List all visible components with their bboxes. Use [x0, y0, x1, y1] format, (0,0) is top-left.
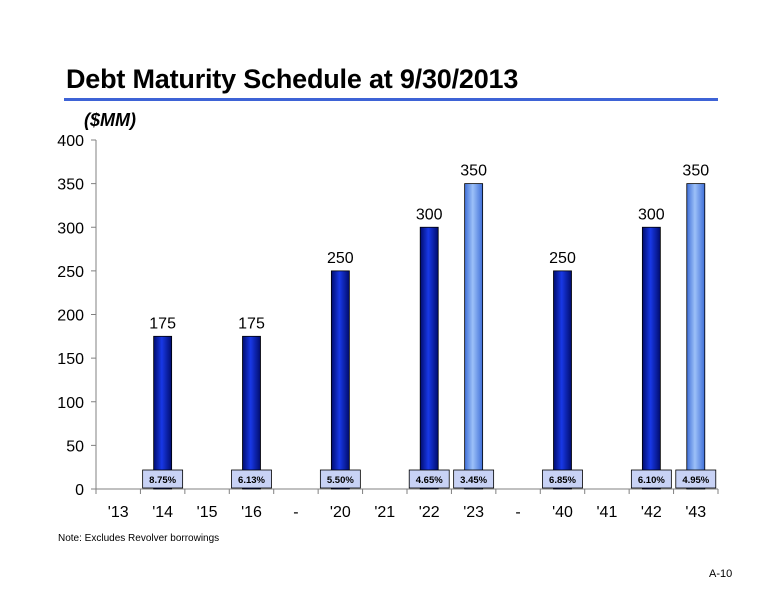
x-tick-label: '21	[374, 504, 395, 521]
x-tick-label: '22	[419, 504, 440, 521]
bar-value-label: 350	[682, 163, 709, 180]
y-tick-label: 350	[57, 177, 84, 194]
bar	[553, 270, 572, 490]
rate-box	[142, 469, 184, 489]
x-tick-label: '41	[596, 504, 617, 521]
chart-axes: 0 50 100 150 200 250 300 350 400 '13 '14 '15 '16 - '20…	[57, 133, 719, 521]
y-tick-label: 0	[75, 482, 84, 499]
y-tick-label: 100	[57, 395, 84, 412]
bar-value-label: 250	[327, 250, 354, 267]
x-tick-label: '23	[463, 504, 484, 521]
x-tick-label: '40	[552, 504, 573, 521]
rate-label: 3.45%	[460, 475, 487, 486]
rate-label: 6.85%	[549, 475, 576, 486]
rate-label: 4.65%	[416, 475, 443, 486]
bar	[242, 335, 261, 490]
rate-box	[408, 469, 450, 489]
bar-value-label: 250	[549, 250, 576, 267]
rate-label: 5.50%	[327, 475, 354, 486]
rate-box	[542, 469, 583, 489]
bar	[419, 226, 439, 490]
page-title: Debt Maturity Schedule at 9/30/2013	[66, 64, 519, 94]
bar	[686, 183, 706, 490]
rate-box	[630, 469, 672, 489]
x-tick-label: '15	[197, 504, 218, 521]
bar-value-label: 350	[460, 163, 487, 180]
rate-box	[319, 469, 361, 489]
bar	[464, 183, 484, 490]
data-labels: 175 8.75% 175 6.13% 250 5.50% 300 4.65% 350 3.45%…	[142, 163, 717, 489]
bar-value-label: 300	[638, 206, 665, 223]
bar-value-label: 175	[149, 315, 176, 332]
y-tick-label: 300	[57, 220, 84, 237]
rate-box	[675, 469, 717, 489]
bar	[641, 226, 661, 490]
bar	[330, 270, 350, 490]
footnote: Note: Excludes Revolver borrowings	[58, 533, 220, 544]
bar-value-label: 175	[238, 315, 265, 332]
rate-label: 6.13%	[238, 475, 265, 486]
title-underline	[64, 98, 718, 101]
y-tick-label: 150	[57, 351, 84, 368]
y-tick-label: 200	[57, 308, 84, 325]
x-tick-label: '42	[641, 504, 662, 521]
x-tick-label: -	[293, 504, 298, 521]
rate-label: 6.10%	[638, 475, 665, 486]
x-tick-label: '43	[685, 504, 706, 521]
y-tick-label: 250	[57, 264, 84, 281]
rate-box	[453, 469, 495, 489]
rate-label: 4.95%	[682, 475, 709, 486]
x-tick-label: '20	[330, 504, 351, 521]
bar-series	[153, 183, 706, 490]
bar-value-label: 300	[416, 206, 443, 223]
rate-label: 8.75%	[149, 475, 176, 486]
x-tick-label: '14	[152, 504, 173, 521]
x-tick-label: -	[515, 504, 520, 521]
bar	[153, 335, 173, 490]
unit-label: ($MM)	[84, 110, 136, 130]
y-tick-label: 50	[66, 438, 84, 455]
x-tick-label: '16	[241, 504, 262, 521]
x-tick-label: '13	[108, 504, 129, 521]
rate-box	[231, 469, 272, 489]
page-number: A-10	[709, 568, 733, 580]
y-tick-label: 400	[57, 133, 84, 150]
